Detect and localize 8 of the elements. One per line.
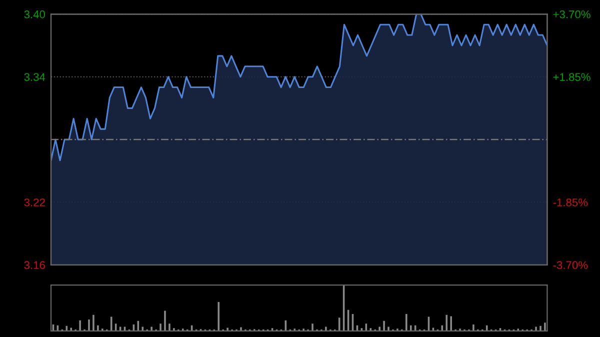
- y-tick-label: 3.34: [24, 73, 46, 81]
- y2-tick-label: +1.85%: [553, 73, 590, 81]
- y2-tick-label: +3.70%: [553, 10, 590, 18]
- y2-tick-label: -1.85%: [553, 198, 588, 206]
- y-tick-label: 3.40: [24, 10, 46, 18]
- y-tick-label: 3.22: [24, 198, 45, 206]
- y2-tick-label: -3.70%: [553, 261, 588, 270]
- y-tick-label: 3.16: [24, 261, 45, 270]
